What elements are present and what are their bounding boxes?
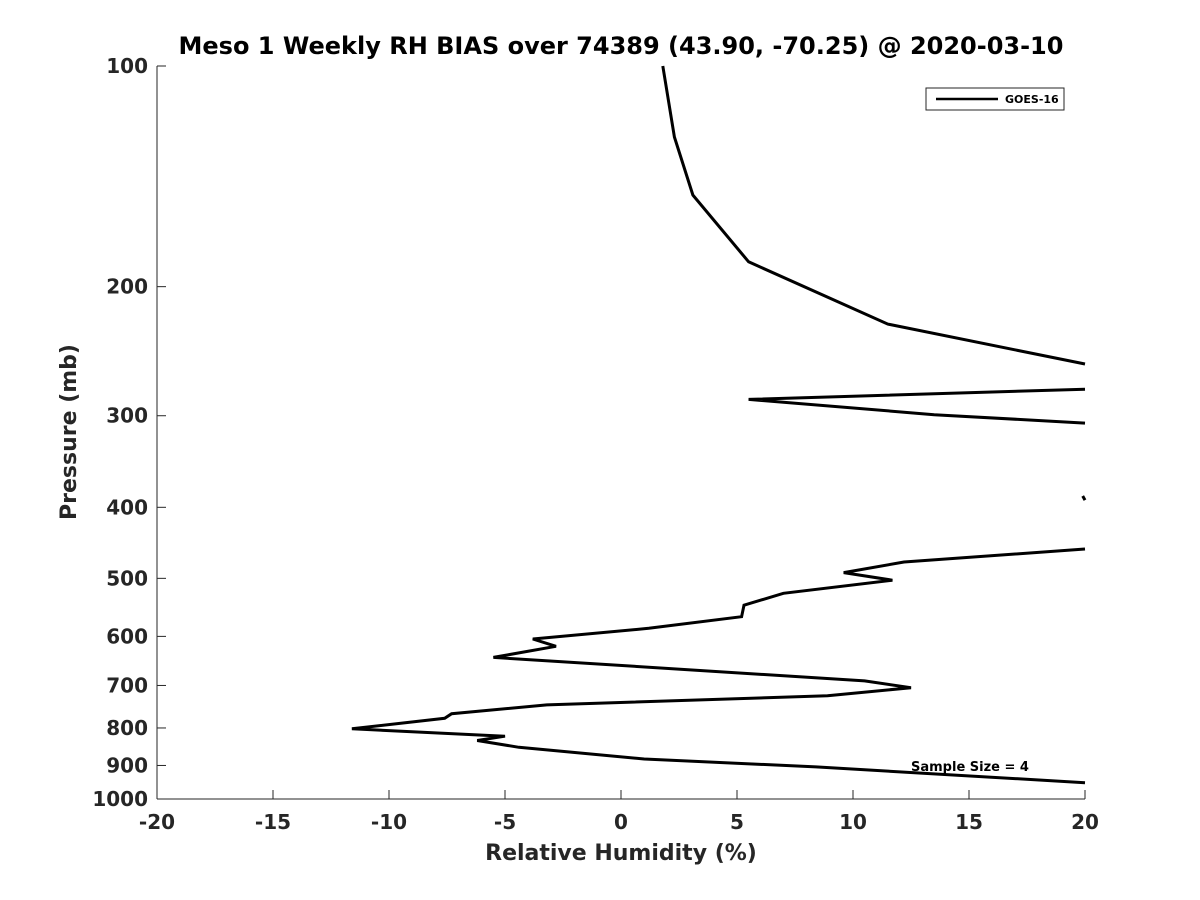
x-axis-label: Relative Humidity (%) [485, 841, 757, 866]
y-tick-label: 800 [106, 716, 148, 740]
x-tick-label: 0 [614, 810, 628, 834]
y-tick-label: 400 [106, 495, 148, 519]
x-tick-label: -10 [371, 810, 407, 834]
sample-size-annotation: Sample Size = 4 [911, 760, 1029, 775]
y-tick-label: 700 [106, 673, 148, 697]
y-tick-label: 600 [106, 624, 148, 648]
chart-title: Meso 1 Weekly RH BIAS over 74389 (43.90,… [179, 32, 1064, 60]
y-tick-label: 1000 [92, 787, 148, 811]
x-tick-label: 20 [1071, 810, 1099, 834]
series-line-segment-4 [351, 547, 1086, 785]
x-tick-label: -15 [255, 810, 291, 834]
y-tick-label: 500 [106, 566, 148, 590]
x-tick-label: -20 [139, 810, 175, 834]
y-axis-label: Pressure (mb) [57, 344, 82, 520]
plot-lines [351, 65, 1087, 785]
x-tick-label: 15 [955, 810, 983, 834]
x-tick-label: 10 [839, 810, 867, 834]
y-tick-label: 300 [106, 404, 148, 428]
legend-entry-goes-16: GOES-16 [1005, 93, 1059, 106]
x-axis-ticks: -20 -15 -10 -5 0 5 10 15 20 [139, 790, 1099, 834]
series-line-segment-2 [748, 387, 1086, 425]
x-tick-label: 5 [730, 810, 744, 834]
x-tick-label: -5 [494, 810, 516, 834]
series-line-segment-1 [661, 65, 1086, 366]
legend: GOES-16 [925, 87, 1065, 111]
y-tick-label: 100 [106, 54, 148, 78]
y-axis-ticks: 100 200 300 400 500 600 700 800 900 1000 [92, 54, 166, 811]
series-line-segment-3 [1081, 495, 1087, 501]
y-tick-label: 200 [106, 275, 148, 299]
y-tick-label: 900 [106, 753, 148, 777]
